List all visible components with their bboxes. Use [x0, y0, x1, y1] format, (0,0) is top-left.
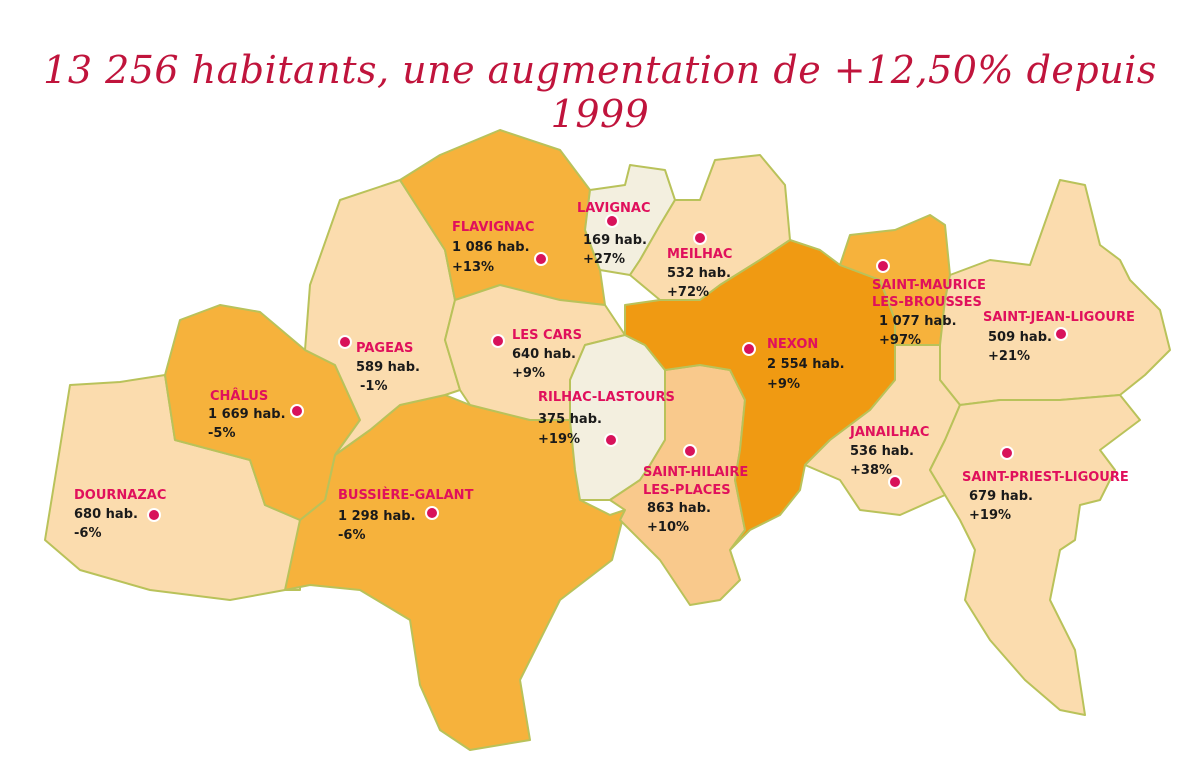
label-meilhac: MEILHAC 532 hab. +72% — [667, 231, 732, 300]
commune-name: CHÂLUS — [210, 388, 268, 404]
town-marker[interactable] — [1054, 327, 1068, 341]
label-bussiere-galant: BUSSIÈRE-GALANT 1 298 hab. -6% — [338, 487, 474, 543]
town-marker[interactable] — [338, 335, 352, 349]
label-saint-jean-ligoure: SAINT-JEAN-LIGOURE 509 hab. +21% — [983, 310, 1135, 364]
commune-population: 1 669 hab. — [208, 407, 286, 422]
commune-change: -5% — [208, 426, 235, 441]
commune-change: +9% — [512, 366, 545, 381]
commune-population: 679 hab. — [969, 489, 1033, 504]
town-marker[interactable] — [888, 475, 902, 489]
commune-name: LAVIGNAC — [577, 201, 651, 216]
commune-name: BUSSIÈRE-GALANT — [338, 487, 474, 503]
commune-change: +72% — [667, 285, 709, 300]
commune-name: PAGEAS — [356, 341, 413, 356]
commune-name: MEILHAC — [667, 247, 732, 262]
commune-change: +19% — [538, 432, 580, 447]
commune-change: +38% — [850, 463, 892, 478]
commune-population: 509 hab. — [988, 330, 1052, 345]
commune-name: LES CARS — [512, 328, 582, 343]
town-marker[interactable] — [534, 252, 548, 266]
commune-name: SAINT-PRIEST-LIGOURE — [962, 470, 1129, 485]
commune-name: SAINT-HILAIRE — [643, 465, 748, 480]
town-marker[interactable] — [683, 444, 697, 458]
town-marker[interactable] — [290, 404, 304, 418]
commune-name: NEXON — [767, 337, 818, 352]
commune-name: DOURNAZAC — [74, 488, 166, 503]
commune-name: FLAVIGNAC — [452, 220, 534, 235]
label-nexon: NEXON 2 554 hab. +9% — [742, 337, 845, 392]
town-marker[interactable] — [1000, 446, 1014, 460]
commune-name: JANAILHAC — [849, 425, 929, 440]
commune-name: SAINT-MAURICE — [872, 278, 986, 293]
commune-change: +10% — [647, 520, 689, 535]
commune-population: 1 077 hab. — [879, 314, 957, 329]
label-dournazac: DOURNAZAC 680 hab. -6% — [74, 488, 166, 541]
commune-population: 375 hab. — [538, 412, 602, 427]
commune-change: +27% — [583, 252, 625, 267]
commune-change: -1% — [360, 379, 387, 394]
label-pageas: PAGEAS 589 hab. -1% — [338, 335, 420, 394]
town-marker[interactable] — [742, 342, 756, 356]
town-marker[interactable] — [605, 214, 619, 228]
commune-population: 169 hab. — [583, 233, 647, 248]
commune-change: -6% — [74, 526, 101, 541]
commune-change: -6% — [338, 528, 365, 543]
town-marker[interactable] — [147, 508, 161, 522]
commune-chalus[interactable] — [164, 304, 361, 521]
commune-nexon[interactable] — [624, 239, 896, 551]
label-flavignac: FLAVIGNAC 1 086 hab. +13% — [452, 220, 548, 275]
label-chalus: CHÂLUS 1 669 hab. -5% — [208, 388, 304, 441]
commune-population: 680 hab. — [74, 507, 138, 522]
commune-saint-priest-ligoure[interactable] — [929, 394, 1141, 716]
town-marker[interactable] — [491, 334, 505, 348]
label-saint-priest-ligoure: SAINT-PRIEST-LIGOURE 679 hab. +19% — [962, 446, 1129, 523]
commune-name-line-2: LES-PLACES — [643, 483, 731, 498]
label-saint-hilaire: SAINT-HILAIRE LES-PLACES 863 hab. +10% — [643, 444, 748, 535]
town-marker[interactable] — [876, 259, 890, 273]
label-saint-maurice: SAINT-MAURICE LES-BROUSSES 1 077 hab. +9… — [872, 259, 986, 348]
label-rilhac-lastours: RILHAC-LASTOURS 375 hab. +19% — [538, 390, 675, 447]
commune-population: 863 hab. — [647, 501, 711, 516]
commune-janailhac[interactable] — [804, 344, 961, 516]
commune-name: SAINT-JEAN-LIGOURE — [983, 310, 1135, 325]
town-marker[interactable] — [693, 231, 707, 245]
label-les-cars: LES CARS 640 hab. +9% — [491, 328, 582, 381]
commune-name-line-2: LES-BROUSSES — [872, 295, 982, 310]
commune-population: 2 554 hab. — [767, 357, 845, 372]
commune-population: 589 hab. — [356, 360, 420, 375]
label-lavignac: LAVIGNAC 169 hab. +27% — [577, 201, 651, 267]
commune-change: +19% — [969, 508, 1011, 523]
commune-change: +13% — [452, 260, 494, 275]
commune-population: 1 086 hab. — [452, 240, 530, 255]
town-marker[interactable] — [604, 433, 618, 447]
commune-change: +9% — [767, 377, 800, 392]
commune-population: 1 298 hab. — [338, 509, 416, 524]
commune-population: 640 hab. — [512, 347, 576, 362]
commune-name: RILHAC-LASTOURS — [538, 390, 675, 405]
commune-change: +21% — [988, 349, 1030, 364]
town-marker[interactable] — [425, 506, 439, 520]
commune-population: 536 hab. — [850, 444, 914, 459]
commune-population: 532 hab. — [667, 266, 731, 281]
map-title: 13 256 habitants, une augmentation de +1… — [43, 48, 1157, 136]
label-janailhac: JANAILHAC 536 hab. +38% — [849, 425, 929, 489]
commune-change: +97% — [879, 333, 921, 348]
